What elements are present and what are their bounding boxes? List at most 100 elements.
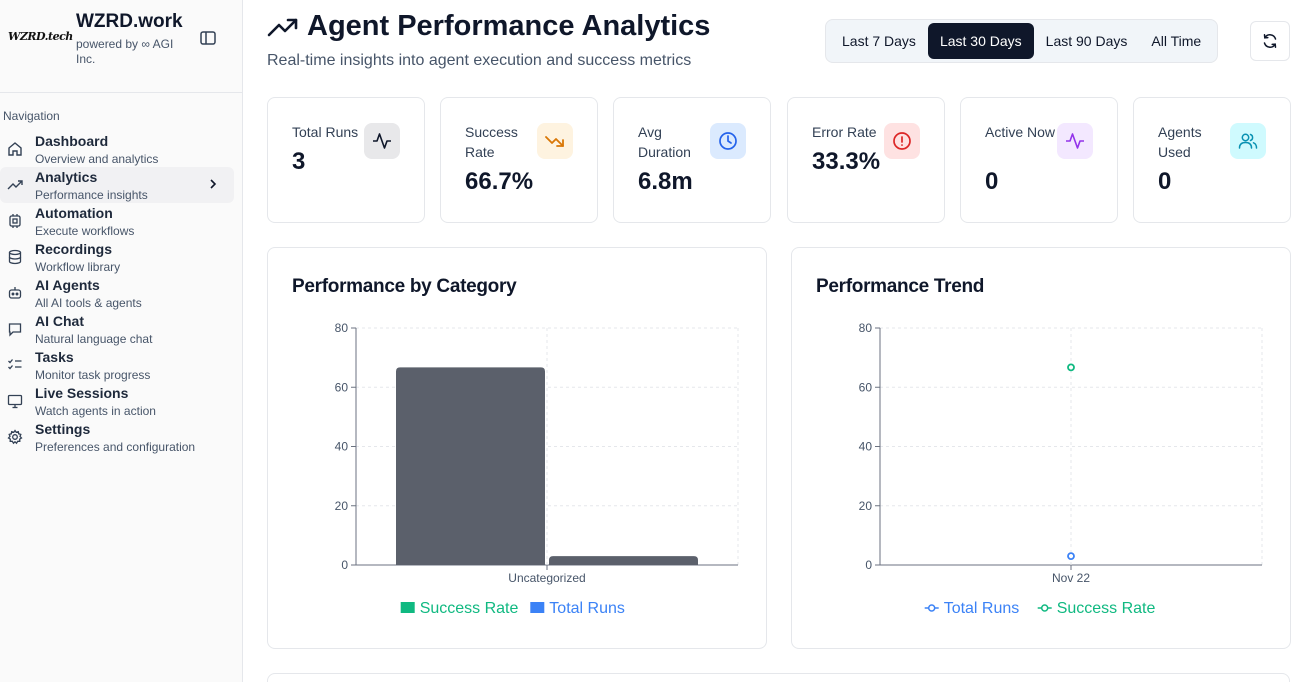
- home-icon: [8, 142, 22, 156]
- stat-icon-box: [1057, 123, 1093, 159]
- stat-card-success-rate: Success Rate 66.7%: [440, 97, 598, 223]
- y-tick-label: 40: [859, 440, 873, 454]
- brand-title: WZRD.work: [76, 11, 183, 32]
- sidebar-toggle-icon[interactable]: [199, 29, 217, 47]
- stat-card-active-now: Active Now 0: [960, 97, 1118, 223]
- sidebar: WZRD.tech WZRD.work powered by ∞ AGI Inc…: [0, 0, 243, 682]
- trending-down-icon: [545, 136, 564, 147]
- brand-logo: WZRD.tech: [8, 30, 73, 43]
- brand-header: WZRD.tech WZRD.work powered by ∞ AGI Inc…: [0, 0, 242, 93]
- sidebar-item-analytics[interactable]: Analytics Performance insights: [0, 167, 234, 203]
- stat-card-avg-duration: Avg Duration 6.8m: [613, 97, 771, 223]
- cpu-icon: [9, 214, 21, 228]
- stat-value: 3: [292, 148, 306, 175]
- range-button-30-days[interactable]: Last 30 Days: [927, 23, 1034, 59]
- sidebar-item-automation[interactable]: Automation Execute workflows: [0, 203, 234, 239]
- sidebar-item-label: Settings: [35, 421, 91, 437]
- sidebar-item-desc: Execute workflows: [35, 224, 135, 238]
- sidebar-item-label: Analytics: [35, 169, 98, 185]
- legend-label: Total Runs: [549, 600, 625, 617]
- x-tick-label: Nov 22: [1052, 571, 1090, 585]
- stat-label: Total Runs: [292, 124, 359, 140]
- range-button-90-days[interactable]: Last 90 Days: [1045, 33, 1128, 49]
- y-tick-label: 80: [335, 321, 349, 335]
- gear-icon: [7, 429, 23, 445]
- sidebar-item-live-sessions[interactable]: Live Sessions Watch agents in action: [0, 383, 234, 419]
- sidebar-item-desc: Workflow library: [35, 260, 121, 274]
- stat-label: Error Rate: [812, 124, 877, 140]
- sidebar-item-settings[interactable]: Settings Preferences and configuration: [0, 419, 234, 455]
- sidebar-item-label: AI Chat: [35, 313, 84, 329]
- sidebar-item-label: Live Sessions: [35, 385, 129, 401]
- stat-icon-box: [1230, 123, 1266, 159]
- stat-value: 33.3%: [812, 148, 881, 175]
- refresh-button[interactable]: [1250, 21, 1290, 61]
- sidebar-item-desc: Preferences and configuration: [35, 440, 196, 454]
- sidebar-item-desc: Watch agents in action: [35, 404, 156, 418]
- refresh-icon: [1263, 34, 1277, 48]
- stat-label: Active Now: [985, 124, 1056, 140]
- stat-label: Avg Duration: [638, 124, 691, 160]
- bar-success-rate: [396, 367, 545, 565]
- sidebar-item-desc: All AI tools & agents: [35, 296, 142, 310]
- stat-card-agents-used: Agents Used 0: [1133, 97, 1291, 223]
- stat-card-total-runs: Total Runs 3: [267, 97, 425, 223]
- stat-value: 66.7%: [465, 168, 534, 195]
- nav-section-title: Navigation: [3, 109, 60, 123]
- sidebar-item-label: AI Agents: [35, 277, 100, 293]
- sidebar-item-label: Automation: [35, 205, 113, 221]
- stat-value: 0: [1158, 168, 1172, 195]
- sidebar-item-label: Dashboard: [35, 133, 109, 149]
- chat-icon: [8, 323, 22, 337]
- y-tick-label: 20: [859, 499, 873, 513]
- y-tick-label: 0: [865, 558, 872, 572]
- stat-value: 6.8m: [638, 168, 693, 195]
- legend-label: Total Runs: [944, 600, 1020, 617]
- bot-icon: [8, 287, 22, 299]
- sidebar-item-ai-agents[interactable]: AI Agents All AI tools & agents: [0, 275, 234, 311]
- legend-label: Success Rate: [420, 600, 519, 617]
- sidebar-item-desc: Overview and analytics: [35, 152, 159, 166]
- sidebar-item-label: Tasks: [35, 349, 74, 365]
- y-tick-label: 80: [859, 321, 873, 335]
- clock-icon: [719, 132, 737, 150]
- chevron-right-icon: [210, 179, 217, 189]
- sidebar-item-recordings[interactable]: Recordings Workflow library: [0, 239, 234, 275]
- y-tick-label: 20: [335, 499, 349, 513]
- range-button-all-time[interactable]: All Time: [1151, 33, 1202, 49]
- point-total-runs: [1067, 552, 1075, 561]
- stat-icon-box: [710, 123, 746, 159]
- trending-up-icon: [7, 180, 23, 190]
- stat-label: Agents Used: [1158, 124, 1202, 160]
- sidebar-item-desc: Natural language chat: [35, 332, 153, 346]
- stat-label: Success Rate: [465, 124, 518, 160]
- trending-up-icon: [267, 18, 298, 37]
- y-tick-label: 60: [335, 380, 349, 394]
- legend-label: Success Rate: [1057, 600, 1156, 617]
- sidebar-item-tasks[interactable]: Tasks Monitor task progress: [0, 347, 234, 383]
- monitor-icon: [7, 394, 23, 409]
- stat-icon-box: [884, 123, 920, 159]
- chart-title: Performance by Category: [292, 276, 517, 297]
- sidebar-item-desc: Monitor task progress: [35, 368, 151, 382]
- legend-swatch-dot: [927, 604, 936, 612]
- stat-card-error-rate: Error Rate 33.3%: [787, 97, 945, 223]
- x-tick-label: Uncategorized: [508, 571, 585, 585]
- range-button-7-days[interactable]: Last 7 Days: [842, 33, 916, 49]
- page-subtitle: Real-time insights into agent execution …: [267, 52, 692, 69]
- sidebar-item-ai-chat[interactable]: AI Chat Natural language chat: [0, 311, 234, 347]
- y-tick-label: 60: [859, 380, 873, 394]
- y-tick-label: 40: [335, 440, 349, 454]
- main-content: Agent Performance Analytics Real-time in…: [243, 0, 1304, 682]
- alert-circle-icon: [893, 132, 911, 150]
- nav-list: Dashboard Overview and analytics Analyti…: [0, 131, 243, 455]
- sidebar-item-label: Recordings: [35, 241, 113, 257]
- sidebar-item-dashboard[interactable]: Dashboard Overview and analytics: [0, 131, 234, 167]
- trend-chart-card: Performance Trend 0 20 40 60 80 Nov 22 Total R…: [791, 247, 1291, 649]
- stat-value: 0: [985, 168, 999, 195]
- brand-subtitle: powered by ∞ AGI Inc.: [76, 37, 174, 66]
- line-chart: 0 20 40 60 80 Nov 22 Total Runs Success Rate: [859, 321, 1263, 617]
- legend-swatch: [400, 602, 415, 613]
- list-checks-icon: [8, 359, 22, 370]
- bar-chart: 0 20 40 60 80 Uncategorized Success Rate Total …: [335, 321, 739, 617]
